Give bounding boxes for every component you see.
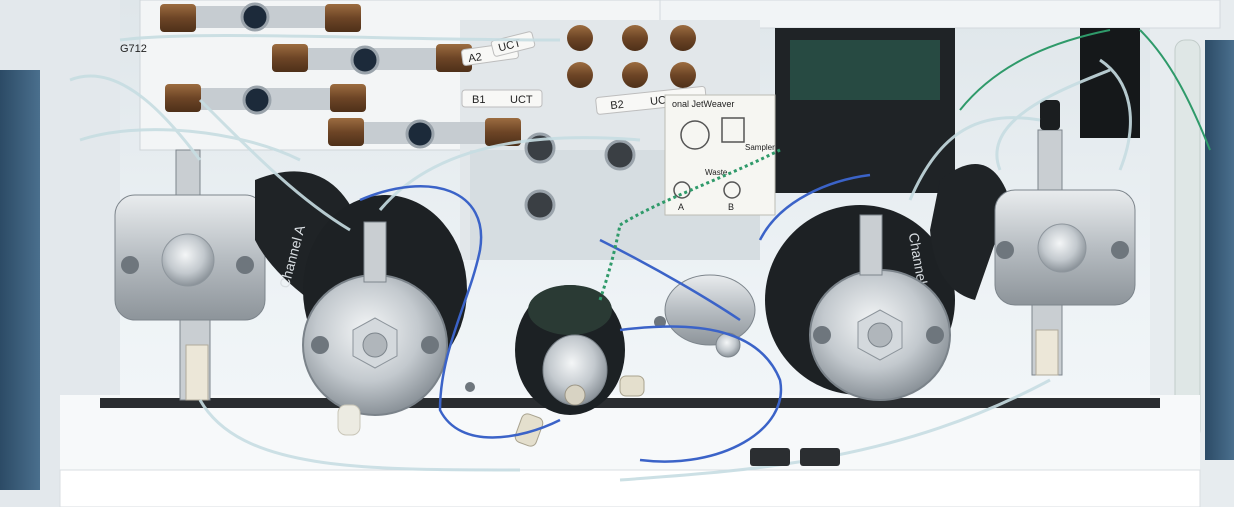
right-pump-head: [994, 100, 1136, 376]
svg-text:Waste: Waste: [705, 168, 728, 177]
left-tinted-window: [0, 70, 40, 490]
left-pump-head: [114, 149, 266, 401]
green-coiled-capillary: [598, 148, 781, 301]
tag-b1: B1 UCT: [461, 89, 543, 108]
solvent-selection-valve-row-1: [160, 2, 361, 32]
blue-capillaries: [359, 173, 871, 463]
right-tinted-window: [1205, 40, 1234, 460]
svg-text:A: A: [678, 202, 684, 212]
damper-window: [790, 40, 940, 100]
tray-parts: [337, 382, 840, 466]
jetweaver-label: onal JetWeaver Sampler Waste A B: [664, 94, 776, 216]
svg-text:onal JetWeaver: onal JetWeaver: [672, 99, 734, 109]
tray-rim: [100, 398, 1160, 408]
tag-uct-1: UCT: [490, 31, 536, 57]
svg-text:B1: B1: [472, 94, 485, 106]
outlet-fittings-cluster: [524, 25, 696, 221]
solvent-selection-valve-row-4: [328, 118, 521, 149]
right-pump-disk: [809, 214, 951, 401]
part-number-label: G712: [120, 43, 147, 55]
svg-text:UCT: UCT: [510, 94, 533, 106]
svg-text:UCT: UCT: [497, 37, 522, 54]
green-thin-capillary: [959, 29, 1211, 151]
svg-text:A2: A2: [468, 51, 483, 65]
solvent-selection-valve-row-2: [272, 44, 472, 75]
svg-text:B2: B2: [610, 99, 625, 112]
front-lip: [59, 469, 1201, 507]
center-purge-valve: [514, 285, 645, 447]
left-pump-disk: [302, 221, 448, 416]
svg-text:B: B: [728, 202, 734, 212]
solvent-selection-valve-row-3: [165, 84, 366, 115]
svg-text:Sampler: Sampler: [745, 143, 775, 152]
